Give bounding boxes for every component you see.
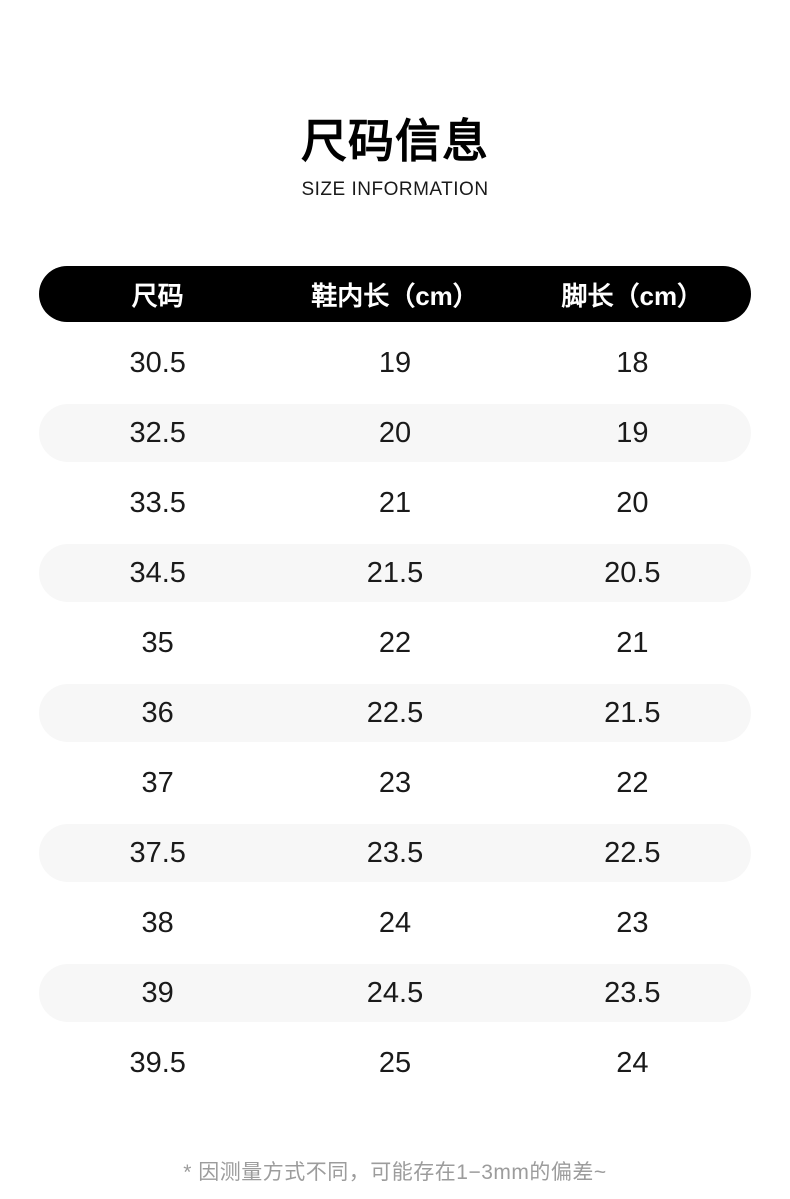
size-table: 尺码 鞋内长（cm） 脚长（cm） 30.5 19 18 32.5 20 19 33.5 21… xyxy=(39,266,751,1098)
table-cell: 32.5 xyxy=(129,416,186,449)
page-subtitle: SIZE INFORMATION xyxy=(301,179,489,200)
table-cell: 20 xyxy=(378,416,412,449)
table-cell: 22 xyxy=(378,626,412,659)
table-row: 39 24.5 23.5 xyxy=(39,964,751,1022)
size-table-header: 尺码 鞋内长（cm） 脚长（cm） xyxy=(39,266,751,322)
table-cell: 24 xyxy=(378,906,412,939)
table-row: 37 23 22 xyxy=(39,748,751,818)
table-row: 30.5 19 18 xyxy=(39,328,751,398)
table-cell: 24.5 xyxy=(366,976,424,1009)
size-table-body: 30.5 19 18 32.5 20 19 33.5 21 20 34.5 21.5 20.5 35 22… xyxy=(39,328,751,1098)
table-cell: 23 xyxy=(616,906,649,939)
table-row: 37.5 23.5 22.5 xyxy=(39,824,751,882)
table-cell: 34.5 xyxy=(129,556,186,589)
table-cell: 22.5 xyxy=(366,696,424,729)
table-cell: 20 xyxy=(616,486,649,519)
table-cell: 22 xyxy=(616,766,649,799)
col-header-inner-length: 鞋内长（cm） xyxy=(311,280,479,311)
table-cell: 20.5 xyxy=(604,556,661,589)
table-cell: 22.5 xyxy=(604,836,661,869)
table-cell: 21 xyxy=(616,626,649,659)
table-cell: 35 xyxy=(141,626,174,659)
measurement-disclaimer: * 因测量方式不同，可能存在1−3mm的偏差~ xyxy=(183,1161,607,1184)
table-row: 32.5 20 19 xyxy=(39,404,751,462)
table-cell: 21.5 xyxy=(366,556,424,589)
table-cell: 21 xyxy=(378,486,412,519)
table-cell: 23 xyxy=(378,766,412,799)
page-title: 尺码信息 xyxy=(301,115,489,167)
table-cell: 39.5 xyxy=(129,1046,186,1079)
table-cell: 37 xyxy=(141,766,174,799)
table-cell: 18 xyxy=(616,346,649,379)
table-cell: 39 xyxy=(141,976,174,1009)
table-row: 35 22 21 xyxy=(39,608,751,678)
table-row: 39.5 25 24 xyxy=(39,1028,751,1098)
col-header-size: 尺码 xyxy=(131,280,184,311)
table-row: 36 22.5 21.5 xyxy=(39,684,751,742)
table-cell: 23.5 xyxy=(604,976,661,1009)
table-cell: 21.5 xyxy=(604,696,661,729)
table-cell: 19 xyxy=(616,416,649,449)
table-cell: 25 xyxy=(378,1046,412,1079)
table-row: 38 24 23 xyxy=(39,888,751,958)
table-row: 34.5 21.5 20.5 xyxy=(39,544,751,602)
table-cell: 19 xyxy=(378,346,412,379)
table-cell: 37.5 xyxy=(129,836,186,869)
table-cell: 30.5 xyxy=(129,346,186,379)
table-cell: 38 xyxy=(141,906,174,939)
table-row: 33.5 21 20 xyxy=(39,468,751,538)
table-cell: 33.5 xyxy=(129,486,186,519)
table-cell: 24 xyxy=(616,1046,649,1079)
col-header-foot-length: 脚长（cm） xyxy=(561,280,704,311)
table-cell: 23.5 xyxy=(366,836,424,869)
table-cell: 36 xyxy=(141,696,174,729)
